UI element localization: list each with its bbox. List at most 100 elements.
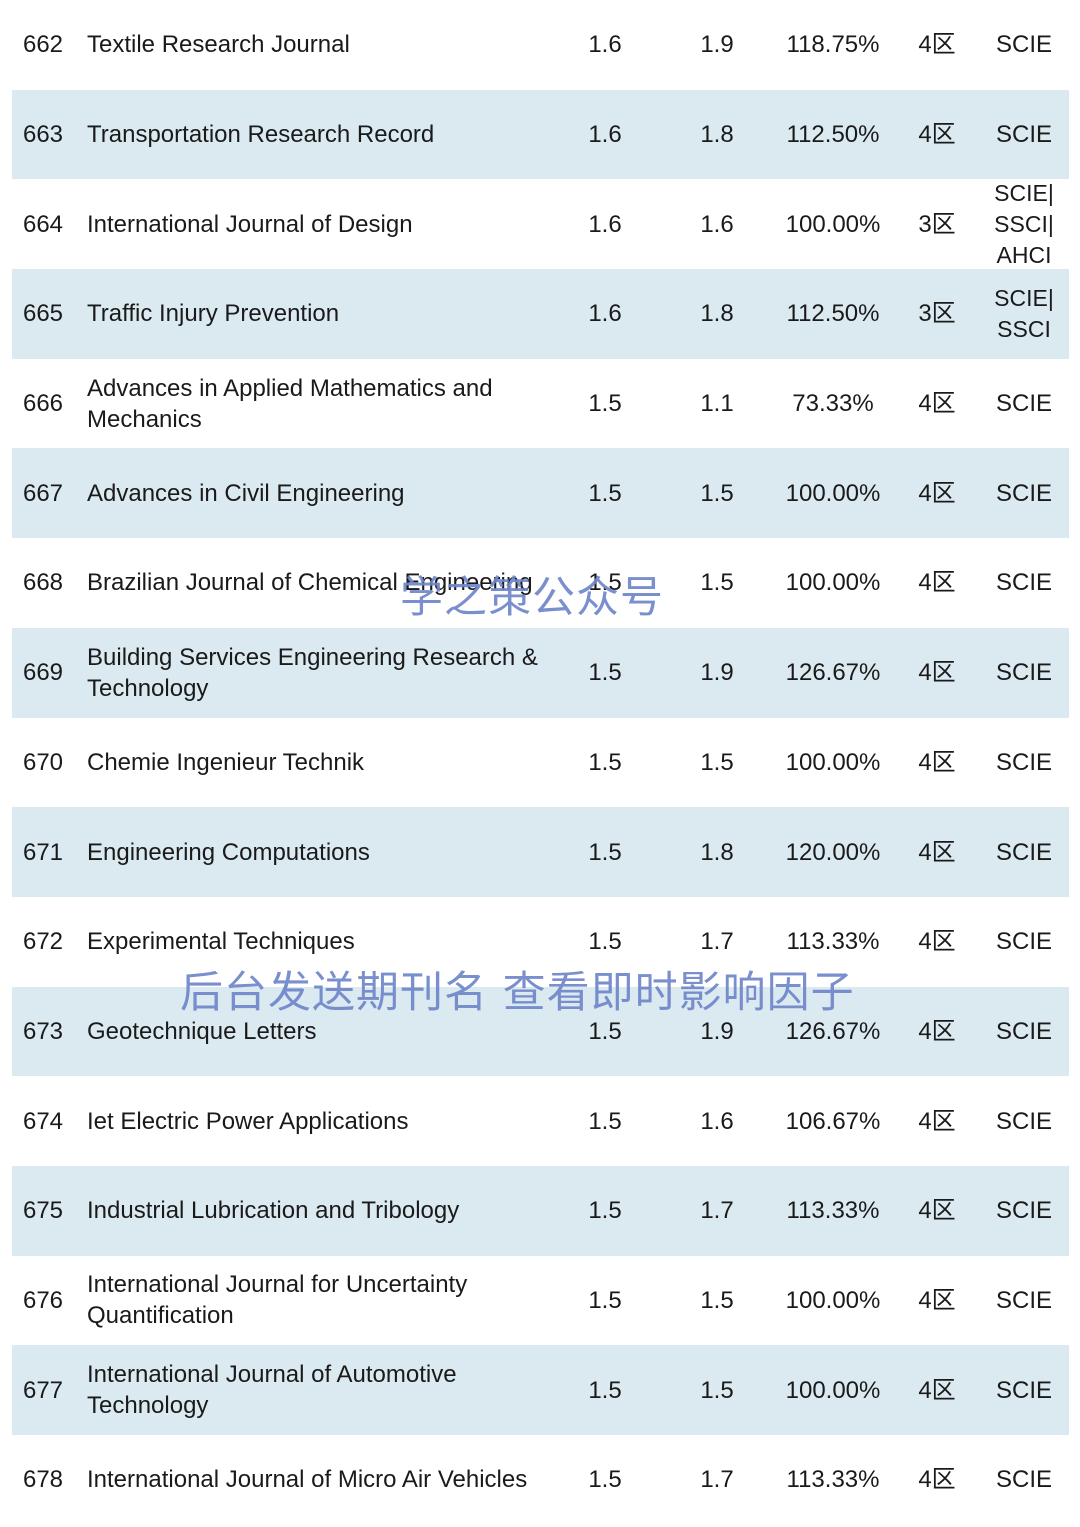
table-row: 663 Transportation Research Record 1.6 1.8 1… <box>12 89 1069 180</box>
journal-title-cell: Traffic Injury Prevention <box>87 300 340 328</box>
growth-percent-cell: 100.00% <box>785 569 881 597</box>
journal-title-cell: Engineering Computations <box>87 838 370 866</box>
rank-cell: 665 <box>22 300 64 328</box>
index-cell: SCIE <box>995 1466 1052 1494</box>
growth-percent-cell: 113.33% <box>786 1466 880 1494</box>
impact-factor-cell: 1.6 <box>588 121 622 149</box>
growth-percent-cell: 112.50% <box>786 300 880 328</box>
rank-cell: 671 <box>22 838 64 866</box>
table-row: 664 International Journal of Design 1.6 1.6… <box>12 179 1069 269</box>
journal-title-cell: International Journal of Design <box>87 210 413 238</box>
zone-cell: 4区 <box>918 121 956 149</box>
realtime-if-cell: 1.8 <box>700 300 734 328</box>
realtime-if-cell: 1.1 <box>700 390 734 418</box>
table-row: 678 International Journal of Micro Air Ve… <box>12 1435 1069 1525</box>
table-row: 676 International Journal for Uncertainty… <box>12 1256 1069 1346</box>
journal-title-cell: Iet Electric Power Applications <box>87 1107 409 1135</box>
journal-title-cell: Advances in Civil Engineering <box>87 479 405 507</box>
rank-cell: 664 <box>22 210 64 238</box>
growth-percent-cell: 118.75% <box>786 31 880 59</box>
index-cell: SCIE <box>995 1197 1052 1225</box>
impact-factor-cell: 1.5 <box>588 1017 622 1045</box>
index-cell: SCIE <box>995 748 1052 776</box>
zone-cell: 4区 <box>918 838 956 866</box>
index-cell: SCIE <box>995 838 1052 866</box>
impact-factor-cell: 1.6 <box>588 31 622 59</box>
zone-cell: 4区 <box>918 1376 956 1404</box>
rank-cell: 669 <box>22 659 64 687</box>
impact-factor-cell: 1.5 <box>588 1286 622 1314</box>
journal-title-cell: Advances in Applied Mathematics and Mech… <box>87 374 493 433</box>
realtime-if-cell: 1.7 <box>700 1466 734 1494</box>
journal-title-cell: Textile Research Journal <box>87 31 350 59</box>
growth-percent-cell: 112.50% <box>786 121 880 149</box>
journal-title-cell: International Journal for Uncertainty Qu… <box>87 1271 468 1330</box>
index-cell: SCIE <box>995 479 1052 507</box>
realtime-if-cell: 1.9 <box>700 659 734 687</box>
rank-cell: 662 <box>22 31 64 59</box>
impact-factor-cell: 1.5 <box>588 1466 622 1494</box>
table-row: 665 Traffic Injury Prevention 1.6 1.8 112.50… <box>12 269 1069 359</box>
impact-factor-cell: 1.6 <box>588 300 622 328</box>
rank-cell: 676 <box>22 1286 64 1314</box>
journal-title-cell: Geotechnique Letters <box>87 1017 317 1045</box>
impact-factor-cell: 1.5 <box>588 390 622 418</box>
realtime-if-cell: 1.6 <box>700 1107 734 1135</box>
realtime-if-cell: 1.5 <box>700 479 734 507</box>
impact-factor-cell: 1.5 <box>588 479 622 507</box>
zone-cell: 4区 <box>918 659 956 687</box>
table-row: 669 Building Services Engineering Researc… <box>12 627 1069 718</box>
journal-title-cell: International Journal of Micro Air Vehic… <box>87 1466 528 1494</box>
growth-percent-cell: 113.33% <box>786 1197 880 1225</box>
rank-cell: 663 <box>22 121 64 149</box>
index-cell: SCIE <box>995 1286 1052 1314</box>
index-cell: SCIE <box>995 569 1052 597</box>
growth-percent-cell: 100.00% <box>785 748 881 776</box>
table-row: 674 Iet Electric Power Applications 1.5 1.6… <box>12 1076 1069 1166</box>
realtime-if-cell: 1.5 <box>700 1286 734 1314</box>
journal-title-cell: International Journal of Automotive Tech… <box>87 1361 457 1420</box>
index-cell: SCIE <box>995 659 1052 687</box>
realtime-if-cell: 1.6 <box>700 210 734 238</box>
impact-factor-cell: 1.5 <box>588 569 622 597</box>
table-row: 668 Brazilian Journal of Chemical Enginee… <box>12 538 1069 628</box>
zone-cell: 3区 <box>918 210 956 238</box>
realtime-if-cell: 1.5 <box>700 569 734 597</box>
table-row: 670 Chemie Ingenieur Technik 1.5 1.5 100.00%… <box>12 718 1069 808</box>
realtime-if-cell: 1.8 <box>700 121 734 149</box>
impact-factor-cell: 1.5 <box>588 748 622 776</box>
zone-cell: 4区 <box>918 1197 956 1225</box>
index-cell: SCIE <box>995 121 1052 149</box>
rank-cell: 678 <box>22 1466 64 1494</box>
impact-factor-cell: 1.6 <box>588 210 622 238</box>
realtime-if-cell: 1.7 <box>700 928 734 956</box>
impact-factor-cell: 1.5 <box>588 838 622 866</box>
table-row: 667 Advances in Civil Engineering 1.5 1.5 10… <box>12 448 1069 539</box>
index-cell: SCIE <box>995 928 1052 956</box>
growth-percent-cell: 126.67% <box>785 659 881 687</box>
zone-cell: 3区 <box>918 300 956 328</box>
growth-percent-cell: 100.00% <box>785 1286 881 1314</box>
zone-cell: 4区 <box>918 748 956 776</box>
rank-cell: 677 <box>22 1376 64 1404</box>
index-cell: SCIE <box>995 31 1052 59</box>
impact-factor-cell: 1.5 <box>588 1197 622 1225</box>
journal-title-cell: Industrial Lubrication and Tribology <box>87 1197 460 1225</box>
zone-cell: 4区 <box>918 1107 956 1135</box>
journal-title-cell: Chemie Ingenieur Technik <box>87 748 365 776</box>
index-cell: SCIE| SSCI| AHCI <box>994 179 1054 268</box>
rank-cell: 667 <box>22 479 64 507</box>
zone-cell: 4区 <box>918 928 956 956</box>
zone-cell: 4区 <box>918 479 956 507</box>
rank-cell: 674 <box>22 1107 64 1135</box>
table-row: 677 International Journal of Automotive T… <box>12 1345 1069 1435</box>
rank-cell: 670 <box>22 748 64 776</box>
realtime-if-cell: 1.8 <box>700 838 734 866</box>
impact-factor-cell: 1.5 <box>588 1376 622 1404</box>
table-row: 671 Engineering Computations 1.5 1.8 120.00%… <box>12 807 1069 897</box>
index-cell: SCIE| SSCI <box>994 284 1054 342</box>
impact-factor-cell: 1.5 <box>588 928 622 956</box>
journal-title-cell: Brazilian Journal of Chemical Engineerin… <box>87 569 533 597</box>
zone-cell: 4区 <box>918 390 956 418</box>
growth-percent-cell: 106.67% <box>785 1107 881 1135</box>
